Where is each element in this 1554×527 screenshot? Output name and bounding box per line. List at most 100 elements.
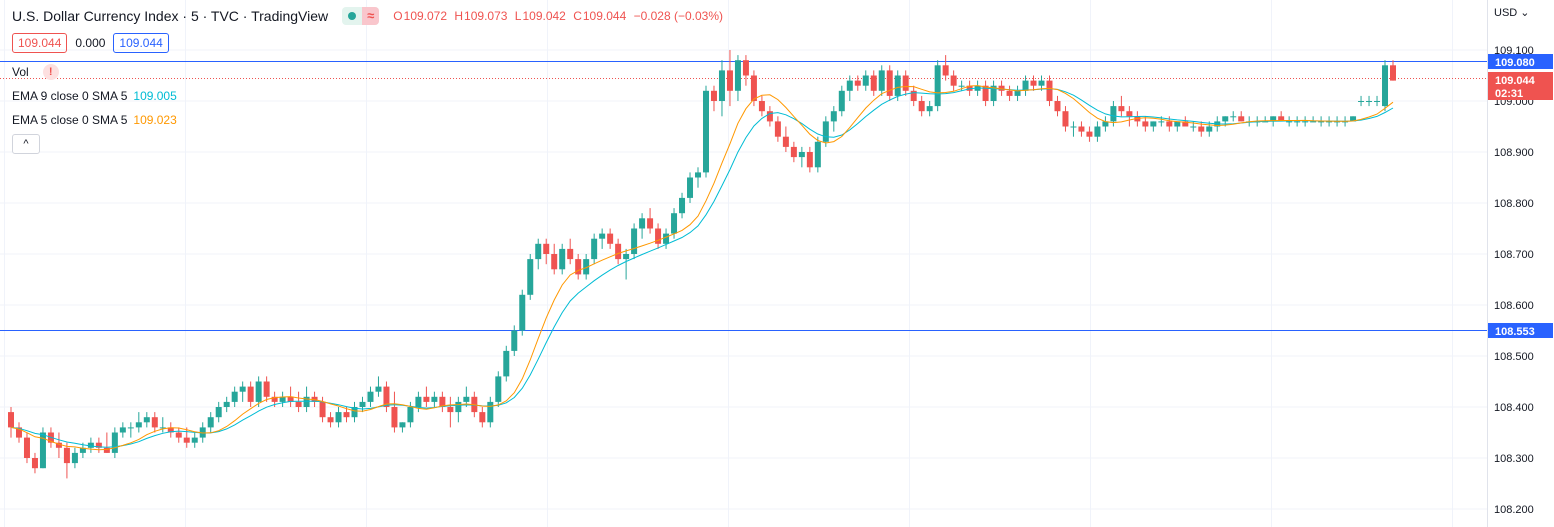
- candle-body: [463, 396, 470, 402]
- candle-body: [966, 85, 973, 91]
- collapse-legend-button[interactable]: ^: [12, 134, 40, 154]
- candle-body: [407, 407, 414, 423]
- candle-body: [1126, 111, 1133, 117]
- candle-body: [950, 75, 957, 86]
- candle-body: [870, 75, 877, 91]
- candle-body: [1110, 106, 1117, 122]
- candle-body: [383, 386, 390, 407]
- last-price-label-text: 02:31: [1495, 88, 1523, 100]
- candle-body: [439, 396, 446, 407]
- candle-body: [854, 80, 861, 86]
- candle-body: [671, 213, 678, 234]
- candle-body: [287, 396, 294, 402]
- candle-body: [191, 437, 198, 443]
- candle-body: [1310, 121, 1317, 123]
- candle-body: [1046, 80, 1053, 101]
- candle-body: [790, 146, 797, 158]
- candle-body: [503, 350, 510, 377]
- candle-body: [734, 60, 741, 91]
- candle-body: [710, 90, 717, 101]
- candle-body: [1190, 126, 1197, 128]
- price-change: −0.028 (−0.03%): [633, 9, 724, 23]
- sell-button[interactable]: 109.044: [12, 33, 68, 53]
- candle-body: [535, 243, 542, 260]
- candle-body: [567, 248, 574, 260]
- candle-body: [1182, 121, 1189, 127]
- price-axis[interactable]: 109.100109.000108.900108.800108.700108.6…: [1487, 0, 1554, 527]
- candle-body: [247, 386, 254, 402]
- approx-data-icon[interactable]: ≈: [362, 7, 380, 25]
- candle-body: [1006, 90, 1013, 96]
- candle-body: [559, 248, 566, 270]
- warning-icon[interactable]: !: [42, 64, 59, 80]
- candle-body: [255, 381, 262, 402]
- candle-body: [1390, 65, 1396, 81]
- price-tick-label: 108.700: [1494, 249, 1534, 261]
- candle-body: [135, 422, 142, 428]
- indicator-legend-ema5[interactable]: EMA 5 close 0 SMA 5 109.023: [12, 113, 177, 127]
- hline-low-label-bg: [1488, 323, 1553, 338]
- candle-body: [886, 70, 893, 96]
- candle-body: [639, 218, 646, 229]
- candle-body: [926, 106, 933, 112]
- candle-body: [351, 407, 358, 418]
- chart-title: U.S. Dollar Currency Index · 5 · TVC · T…: [12, 8, 329, 24]
- ohlc-open: O109.072: [393, 9, 448, 23]
- candle-body: [798, 152, 805, 158]
- candle-body: [1302, 121, 1309, 123]
- candle-body: [583, 259, 590, 275]
- candle-body: [327, 417, 334, 423]
- candle-body: [647, 218, 654, 229]
- candle-body: [702, 90, 709, 173]
- ohlc-high: H109.073: [454, 9, 508, 23]
- candle-body: [822, 121, 829, 142]
- indicator-label: EMA 9 close 0 SMA 5: [12, 89, 128, 103]
- volume-legend[interactable]: Vol !: [12, 64, 59, 80]
- candle-body: [1382, 65, 1389, 107]
- candle-body: [303, 396, 310, 407]
- candle-body: [455, 401, 462, 413]
- candle-body: [607, 233, 614, 244]
- candle-body: [1230, 116, 1237, 118]
- currency-selector[interactable]: USD ⌄: [1494, 6, 1530, 19]
- hline-high-label[interactable]: 109.080: [1488, 54, 1553, 69]
- candle-body: [679, 197, 686, 214]
- candle-body: [495, 376, 502, 402]
- candle-body: [319, 401, 326, 418]
- candle-body: [15, 427, 22, 438]
- moving-average-lines: [10, 85, 1394, 451]
- candle-body: [63, 447, 70, 464]
- buy-button[interactable]: 109.044: [113, 33, 169, 53]
- candle-body: [1094, 126, 1101, 137]
- indicator-value: 109.023: [133, 113, 177, 127]
- candle-body: [830, 111, 837, 122]
- price-tick-label: 108.900: [1494, 147, 1534, 159]
- candle-body: [814, 141, 821, 168]
- market-status-pill[interactable]: ≈: [342, 7, 380, 25]
- indicator-legend-ema9[interactable]: EMA 9 close 0 SMA 5 109.005: [12, 89, 177, 103]
- candle-body: [998, 85, 1005, 91]
- candle-body: [551, 254, 558, 270]
- candle-body: [934, 65, 941, 107]
- candle-body: [1286, 121, 1293, 123]
- candle-body: [399, 422, 406, 428]
- candle-body: [175, 432, 182, 438]
- candle-body: [1166, 121, 1173, 127]
- candle-body: [527, 259, 534, 295]
- candle-body: [878, 70, 885, 91]
- horizontal-lines[interactable]: [0, 61, 1487, 331]
- ohlc-low: L109.042: [514, 9, 566, 23]
- candle-body: [695, 172, 702, 178]
- candle-body: [1118, 106, 1125, 112]
- candle-body: [87, 442, 94, 448]
- candle-body: [1038, 80, 1045, 86]
- hline-high-label-bg: [1488, 54, 1553, 69]
- candle-body: [575, 259, 582, 275]
- candle-body: [391, 407, 398, 428]
- candle-body: [279, 396, 286, 402]
- candle-body: [718, 70, 725, 101]
- price-tick-label: 108.300: [1494, 453, 1534, 465]
- hline-low-label[interactable]: 108.553: [1488, 323, 1553, 338]
